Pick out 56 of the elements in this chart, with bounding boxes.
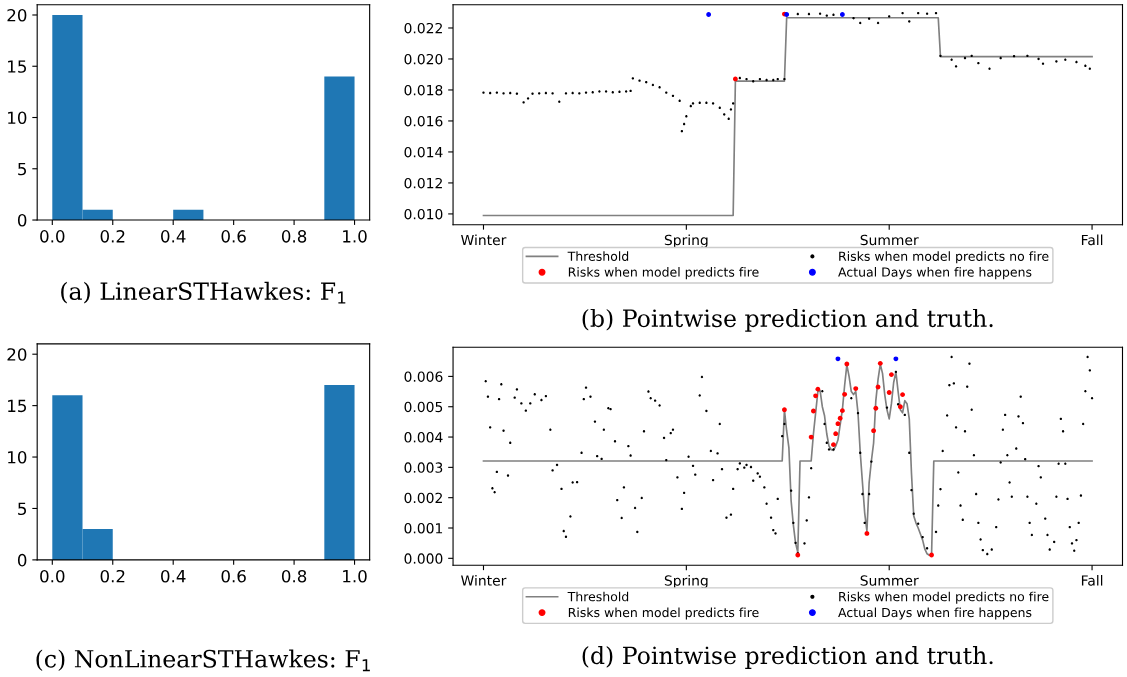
x-tick-label: 0.8 <box>281 230 307 243</box>
x-tick-label: Spring <box>664 575 708 589</box>
x-tick-label: 0.0 <box>40 230 65 243</box>
y-tick-label: 10 <box>8 111 27 125</box>
legend-label: Risks when model predicts no fire <box>839 591 1049 604</box>
x-tick-label: 0.6 <box>221 569 246 583</box>
y-tick-label: 0.016 <box>404 115 443 127</box>
y-tick-label: 0.001 <box>404 522 443 534</box>
y-tick-label: 0.022 <box>404 22 442 34</box>
y-tick-label: 5 <box>18 502 27 516</box>
x-tick-label: 1.0 <box>343 569 367 583</box>
y-tick-label: 15 <box>8 60 27 73</box>
text: (a) LinearSTHawkes: F$_{1}$ <box>61 281 346 304</box>
y-tick-label: 20 <box>7 8 27 22</box>
y-tick-label: 10 <box>8 451 27 464</box>
x-tick-label: Summer <box>860 575 919 586</box>
legend-label: Threshold <box>567 591 629 602</box>
x-tick-label: 0.0 <box>40 569 65 583</box>
y-tick-label: 0.010 <box>404 208 443 220</box>
text: (d) Pointwise prediction and truth. <box>582 646 993 669</box>
x-tick-label: Fall <box>1081 234 1103 246</box>
legend-label: Actual Days when fire happens <box>838 607 1032 620</box>
x-tick-label: 0.4 <box>161 230 186 243</box>
y-tick-label: 0.004 <box>404 432 443 443</box>
y-tick-label: 0.012 <box>404 177 442 189</box>
x-tick-label: 0.2 <box>100 230 125 243</box>
x-tick-label: Winter <box>461 575 507 586</box>
text: (b) Pointwise prediction and truth. <box>582 308 993 332</box>
y-tick-label: 20 <box>7 348 27 361</box>
x-tick-label: 0.6 <box>221 230 246 243</box>
legend-label: Risks when model predicts fire <box>568 267 759 280</box>
legend-label: Actual Days when fire happens <box>838 267 1032 280</box>
x-tick-label: 0.4 <box>161 569 186 583</box>
y-tick-label: 0.014 <box>404 146 443 158</box>
y-tick-label: 0.003 <box>404 462 443 473</box>
x-tick-label: Fall <box>1081 575 1103 586</box>
y-tick-label: 0.000 <box>404 553 443 564</box>
x-tick-label: 0.8 <box>281 569 307 583</box>
y-tick-label: 5 <box>18 162 27 176</box>
x-tick-label: Spring <box>664 234 708 248</box>
y-tick-label: 0.006 <box>404 371 443 382</box>
legend-label: Risks when model predicts no fire <box>839 251 1049 264</box>
y-tick-label: 15 <box>8 399 27 413</box>
x-tick-label: 1.0 <box>343 230 367 243</box>
legend-label: Risks when model predicts fire <box>568 607 759 620</box>
text: (c) NonLinearSTHawkes: F$_{1}$ <box>36 649 370 672</box>
x-tick-label: Summer <box>860 234 919 246</box>
legend-label: Threshold <box>567 251 629 261</box>
y-tick-label: 0 <box>17 213 27 227</box>
y-tick-label: 0.005 <box>404 401 443 413</box>
y-tick-label: 0 <box>17 553 27 567</box>
y-tick-label: 0.018 <box>404 84 443 96</box>
x-tick-label: Winter <box>461 234 507 246</box>
y-tick-label: 0.020 <box>404 53 443 65</box>
x-tick-label: 0.2 <box>100 569 125 583</box>
y-tick-label: 0.002 <box>404 492 442 504</box>
